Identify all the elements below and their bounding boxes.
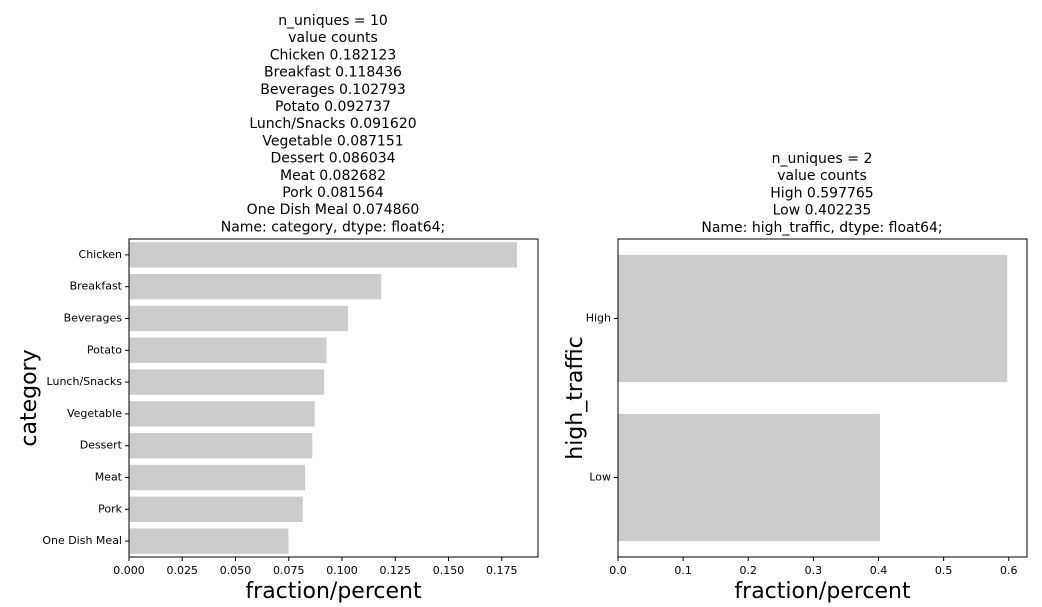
chart-title-line: One Dish Meal 0.074860 xyxy=(247,202,420,218)
plot-frame xyxy=(617,238,1028,558)
chart-title-line: Beverages 0.102793 xyxy=(260,82,406,98)
y-tick-label: Vegetable xyxy=(67,407,122,420)
bar-low xyxy=(618,413,880,542)
bar-vegetable xyxy=(129,401,315,427)
bar-chicken xyxy=(129,242,517,268)
chart-title-line: Potato 0.092737 xyxy=(275,99,391,115)
x-tick-label: 0.100 xyxy=(326,564,358,577)
bar-meat xyxy=(129,464,306,491)
chart-title-line: n_uniques = 10 xyxy=(278,13,388,29)
chart-title-line: Meat 0.082682 xyxy=(280,168,386,184)
bar-high xyxy=(618,254,1008,383)
y-axis-label: category xyxy=(17,349,42,446)
x-tick-label: 0.4 xyxy=(870,564,888,577)
bar-dessert xyxy=(129,432,313,459)
chart-title-line: Name: high_traffic, dtype: float64; xyxy=(701,220,942,236)
x-axis-label: fraction/percent xyxy=(245,579,422,604)
bar-potato xyxy=(129,337,327,364)
x-tick-label: 0.3 xyxy=(805,564,823,577)
chart-title-line: Vegetable 0.087151 xyxy=(262,133,403,149)
x-axis-label: fraction/percent xyxy=(734,579,911,604)
bar-one-dish-meal xyxy=(129,528,289,554)
x-tick-label: 0.000 xyxy=(113,564,145,577)
y-tick-label: Potato xyxy=(87,343,122,356)
x-tick-label: 0.175 xyxy=(486,564,518,577)
y-tick-label: Beverages xyxy=(64,312,123,325)
y-tick-label: Lunch/Snacks xyxy=(47,375,123,388)
x-tick-label: 0.075 xyxy=(273,564,305,577)
x-tick-label: 0.2 xyxy=(740,564,758,577)
x-tick-label: 0.025 xyxy=(167,564,199,577)
y-axis-label: high_traffic xyxy=(563,336,588,459)
y-tick-label: Chicken xyxy=(79,248,123,261)
y-tick-label: Pork xyxy=(98,502,122,515)
chart-title-line: value counts xyxy=(777,168,866,184)
bar-lunch-snacks xyxy=(129,369,325,395)
x-tick-label: 0.5 xyxy=(935,564,953,577)
chart-title-line: Pork 0.081564 xyxy=(282,185,384,201)
chart-title-line: Lunch/Snacks 0.091620 xyxy=(249,116,416,132)
bar-beverages xyxy=(129,305,348,332)
x-tick-label: 0.050 xyxy=(220,564,252,577)
chart-title-line: Name: category, dtype: float64; xyxy=(221,219,446,235)
x-tick-label: 0.150 xyxy=(433,564,465,577)
y-tick-label: Low xyxy=(589,471,611,484)
y-tick-label: High xyxy=(586,312,611,325)
x-tick-label: 0.6 xyxy=(1000,564,1018,577)
plot-frame xyxy=(128,238,539,558)
x-tick-label: 0.0 xyxy=(609,564,627,577)
y-tick-label: Dessert xyxy=(80,439,123,452)
y-tick-label: Meat xyxy=(95,471,123,484)
chart-title-line: value counts xyxy=(288,30,377,46)
chart-title-line: Breakfast 0.118436 xyxy=(264,65,402,81)
x-tick-label: 0.1 xyxy=(674,564,692,577)
y-tick-label: One Dish Meal xyxy=(42,534,122,547)
y-tick-label: Breakfast xyxy=(70,280,123,293)
bar-pork xyxy=(129,496,303,523)
chart-title-line: n_uniques = 2 xyxy=(772,151,873,167)
x-tick-label: 0.125 xyxy=(380,564,412,577)
chart-title-line: Low 0.402235 xyxy=(773,203,872,219)
chart-title-line: Dessert 0.086034 xyxy=(270,151,395,167)
chart-title-line: Chicken 0.182123 xyxy=(270,47,397,63)
bar-breakfast xyxy=(129,273,382,300)
chart-title-line: High 0.597765 xyxy=(770,185,873,201)
